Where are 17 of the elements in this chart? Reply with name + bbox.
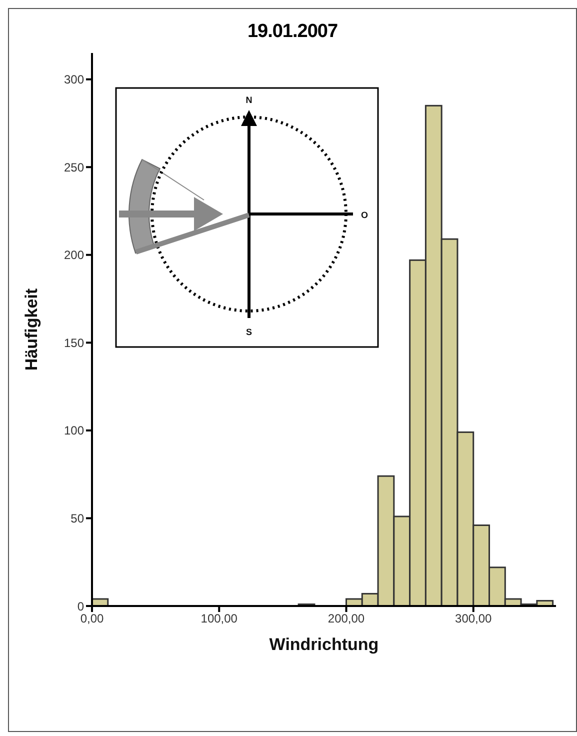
y-tick-label: 300: [64, 72, 84, 87]
x-axis-title: Windrichtung: [269, 635, 379, 654]
y-tick-label: 200: [64, 248, 84, 262]
annotation: O: [361, 210, 368, 220]
y-tick-label: 50: [70, 511, 84, 526]
y-tick-label: 0: [77, 599, 84, 614]
y-tick-label: 100: [64, 424, 84, 438]
y-axis-title: Häufigkeit: [22, 288, 42, 371]
y-tick-label: 250: [64, 160, 84, 174]
annotation: S: [246, 327, 252, 337]
chart-title: 19.01.2007: [246, 21, 339, 43]
y-tick-label: 150: [64, 336, 84, 350]
x-tick-label: 200,00: [328, 612, 365, 626]
annotation: N: [246, 95, 252, 105]
x-tick-label: 0,00: [80, 612, 104, 626]
x-tick-label: 300,00: [455, 612, 492, 626]
x-tick-label: 100,00: [200, 612, 238, 626]
